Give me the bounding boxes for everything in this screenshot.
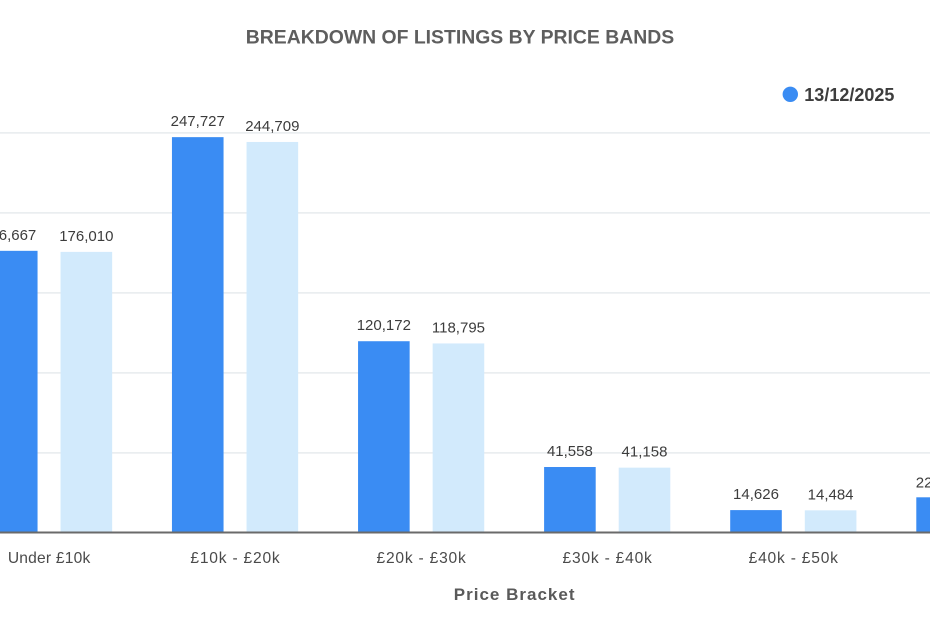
svg-text:41,558: 41,558 (547, 443, 593, 460)
svg-text:244,709: 244,709 (245, 118, 299, 135)
svg-text:247,727: 247,727 (171, 113, 225, 130)
svg-text:£30k - £40k: £30k - £40k (563, 550, 653, 567)
svg-text:22,625: 22,625 (916, 474, 930, 491)
svg-text:176,010: 176,010 (59, 228, 113, 245)
svg-text:Price Bracket: Price Bracket (454, 585, 576, 604)
svg-text:13/12/2025: 13/12/2025 (804, 85, 894, 105)
svg-text:£10k - £20k: £10k - £20k (190, 550, 280, 567)
svg-text:120,172: 120,172 (357, 317, 411, 334)
svg-text:Under £10k: Under £10k (8, 550, 91, 567)
svg-text:14,626: 14,626 (733, 486, 779, 503)
svg-text:14,484: 14,484 (808, 486, 854, 503)
svg-text:£20k - £30k: £20k - £30k (377, 550, 467, 567)
svg-text:41,158: 41,158 (622, 444, 668, 461)
svg-text:118,795: 118,795 (432, 319, 485, 336)
svg-text:£40k - £50k: £40k - £50k (749, 550, 839, 567)
svg-text:BREAKDOWN OF LISTINGS BY PRICE: BREAKDOWN OF LISTINGS BY PRICE BANDS (246, 27, 674, 49)
svg-text:176,667: 176,667 (0, 227, 36, 244)
